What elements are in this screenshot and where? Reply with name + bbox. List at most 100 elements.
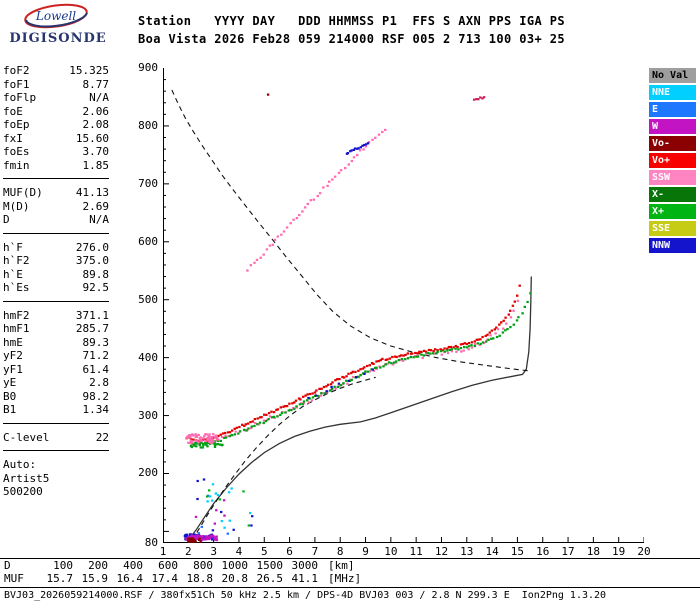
- x-tick-label: 9: [362, 545, 369, 558]
- param-label: hmF2: [3, 308, 30, 322]
- row-value: 1500: [256, 559, 284, 572]
- param-separator: [3, 300, 109, 302]
- x-tick-label: 15: [510, 545, 525, 558]
- x-tick-label: 4: [235, 545, 243, 558]
- param-row: foFlp N/A: [3, 91, 109, 105]
- param-separator: [3, 450, 109, 451]
- muf-transmission-curve-upper: [171, 89, 531, 372]
- legend-item: E: [649, 102, 696, 117]
- param-value: 1.85: [82, 158, 110, 172]
- param-value: 2.06: [82, 104, 110, 118]
- param-row: fmin 1.85: [3, 159, 109, 173]
- param-value: 15.60: [75, 131, 109, 145]
- param-label: fmin: [3, 158, 30, 172]
- param-row: Artist5: [3, 472, 109, 486]
- param-row: D N/A: [3, 213, 109, 227]
- param-label: C-level: [3, 430, 50, 444]
- x-tick-label: 12: [434, 545, 449, 558]
- param-row: hmE 89.3: [3, 336, 109, 350]
- param-row: foE 2.06: [3, 105, 109, 119]
- param-label: B0: [3, 389, 17, 403]
- parameter-panel: foF2 15.325 foF1 8.77 foFlp N/A foE 2.06 foEp 2.0…: [3, 64, 109, 499]
- legend-item: W: [649, 119, 696, 134]
- legend-item: SSE: [649, 221, 696, 236]
- param-label: B1: [3, 403, 17, 416]
- x-tick-label: 7: [311, 545, 319, 558]
- param-value: 371.1: [75, 308, 109, 322]
- param-label: yF1: [3, 362, 23, 376]
- logo-product-text: DIGISONDE: [9, 31, 106, 46]
- row-value: 17.4: [151, 572, 179, 585]
- param-value: 375.0: [75, 254, 109, 267]
- x-tick-label: 20: [637, 545, 651, 558]
- param-value: 276.0: [75, 240, 109, 254]
- param-separator: [3, 232, 109, 234]
- y-tick-label: 600: [138, 234, 158, 248]
- ionogram-plot: [162, 68, 645, 543]
- param-row: foEs 3.70: [3, 145, 109, 159]
- bottom-status: D 100 200 400 600 800 1000 1500 3000 [km] MUF 15.7…: [0, 558, 700, 601]
- row-value: 20.8: [221, 572, 249, 585]
- param-value: 2.08: [82, 118, 110, 131]
- legend-item: X+: [649, 204, 696, 219]
- legend-item: Vo+: [649, 153, 696, 168]
- distance-row: D 100 200 400 600 800 1000 1500 3000 [km]: [0, 559, 700, 572]
- param-row: h`F 276.0: [3, 241, 109, 255]
- ionogram-canvas: [162, 68, 645, 543]
- x-tick-label: 11: [409, 545, 423, 558]
- param-value: 92.5: [82, 281, 110, 294]
- direction-legend: No Val NNE E W Vo- Vo+ SSW X- X+ SSE NNW: [649, 68, 696, 255]
- row-value: 400: [123, 559, 143, 572]
- row-value: 41.1: [291, 572, 319, 585]
- param-label: Auto:: [3, 458, 37, 471]
- true-height-profile: [189, 276, 532, 539]
- row-label: MUF: [4, 572, 24, 585]
- legend-item: X-: [649, 187, 696, 202]
- param-row: C-level 22: [3, 431, 109, 445]
- header-line-2: Boa Vista 2026 Feb28 059 214000 RSF 005 …: [138, 32, 565, 46]
- legend-item: NNW: [649, 238, 696, 253]
- x-tick-label: 3: [210, 545, 217, 558]
- x-tick-label: 6: [286, 545, 293, 558]
- param-label: h`E: [3, 267, 23, 281]
- row-unit: [km]: [328, 559, 355, 572]
- muf-transmission-curve-lower: [191, 376, 376, 541]
- y-tick-label: 900: [138, 61, 158, 74]
- param-row: h`Es 92.5: [3, 281, 109, 295]
- param-row: foEp 2.08: [3, 118, 109, 132]
- param-value: N/A: [89, 213, 109, 226]
- param-label: 500200: [3, 485, 43, 498]
- param-row: yF2 71.2: [3, 349, 109, 363]
- param-separator: [3, 178, 109, 179]
- x-tick-label: 2: [185, 545, 192, 558]
- row-value: 1000: [221, 559, 249, 572]
- row-value: 800: [193, 559, 213, 572]
- param-row: hmF2 371.1: [3, 309, 109, 323]
- param-label: D: [3, 213, 10, 226]
- legend-item: Vo-: [649, 136, 696, 151]
- row-value: 15.9: [81, 572, 109, 585]
- x-tick-label: 10: [384, 545, 398, 558]
- row-value: 15.7: [46, 572, 74, 585]
- param-row: B0 98.2: [3, 390, 109, 404]
- param-label: foF1: [3, 77, 30, 91]
- param-label: MUF(D): [3, 186, 43, 199]
- param-row: foF2 15.325: [3, 64, 109, 78]
- param-value: 98.2: [82, 389, 110, 403]
- row-value: 16.4: [116, 572, 144, 585]
- param-separator: [3, 422, 109, 424]
- legend-item: SSW: [649, 170, 696, 185]
- digisonde-logo: Lowell DIGISONDE: [6, 2, 116, 50]
- param-value: 71.2: [82, 349, 110, 362]
- param-value: 8.77: [82, 77, 110, 91]
- param-label: foF2: [3, 64, 30, 77]
- param-row: B1 1.34: [3, 403, 109, 417]
- legend-item: NNE: [649, 85, 696, 100]
- row-value: 100: [53, 559, 73, 572]
- param-value: 2.8: [89, 376, 109, 389]
- param-label: hmE: [3, 335, 23, 349]
- param-value: 61.4: [82, 362, 110, 376]
- param-row: h`E 89.8: [3, 268, 109, 282]
- param-row: Auto:: [3, 458, 109, 472]
- file-info-line: BVJ03_2026059214000.RSF / 380fx51Ch 50 k…: [0, 587, 700, 601]
